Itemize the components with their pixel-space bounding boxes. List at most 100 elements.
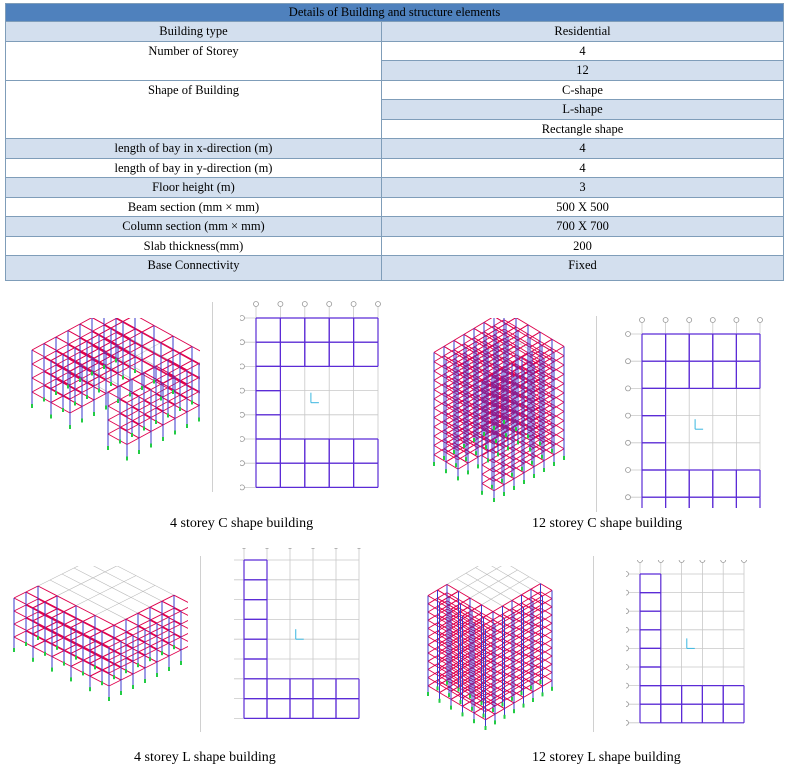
beam-3d: [82, 640, 96, 648]
beam-3d: [44, 621, 58, 629]
grid-bubble: [626, 719, 629, 726]
beam-3d: [162, 404, 176, 412]
beam-3d: [483, 611, 494, 618]
beam-3d: [462, 700, 473, 707]
beam-3d: [517, 370, 529, 378]
beam-3d: [125, 618, 146, 630]
beam-3d: [101, 669, 122, 681]
beam-3d: [70, 646, 84, 654]
table-row: Slab thickness(mm) 200: [5, 235, 785, 256]
beam-3d: [113, 663, 134, 675]
beam-3d: [89, 643, 103, 651]
grid-bubble: [240, 411, 245, 418]
table-row: length of bay in x-direction (m) 4: [5, 138, 785, 159]
beam-3d: [32, 614, 46, 622]
grid-bubble: [637, 560, 643, 563]
table-row: Beam section (mm × mm) 500 X 500: [5, 196, 785, 217]
beam-3d: [126, 409, 140, 417]
beam-3d: [81, 399, 95, 407]
beam-3d: [110, 341, 131, 353]
beam-3d: [74, 368, 88, 376]
beam-3d: [433, 364, 445, 372]
beam-3d: [174, 383, 188, 391]
beam-3d: [122, 335, 143, 347]
beam-3d: [89, 669, 103, 677]
beam-3d: [179, 374, 193, 382]
beam-3d: [517, 324, 529, 332]
beam-3d: [119, 413, 140, 425]
beam-3d: [513, 697, 524, 704]
beam-3d: [172, 349, 193, 361]
beam-3d: [167, 394, 181, 402]
beam-3d: [44, 601, 65, 612]
beam-3d: [503, 319, 517, 328]
beam-3d: [517, 333, 529, 341]
beam-3d: [551, 338, 565, 347]
beam-3d: [44, 627, 65, 638]
beam-3d: [515, 318, 529, 326]
beam-3d: [160, 370, 181, 382]
row-value: 12: [380, 60, 785, 81]
beam-3d: [117, 352, 131, 360]
row-value: 700 X 700: [380, 216, 785, 237]
beam-3d: [433, 411, 445, 418]
beam-3d: [44, 614, 65, 625]
beam-3d: [25, 611, 39, 619]
beam-3d: [37, 624, 58, 636]
beam-3d: [110, 321, 124, 329]
beam-3d: [50, 402, 71, 414]
caption: 12 storey L shape building: [532, 750, 681, 765]
beam-3d: [144, 648, 158, 656]
beam-3d: [463, 337, 475, 345]
beam-3d: [134, 356, 155, 368]
beam-3d: [521, 588, 532, 596]
beam-3d: [81, 385, 95, 393]
beam-3d: [155, 387, 169, 395]
beam-3d: [62, 353, 83, 365]
beam-3d: [186, 405, 200, 413]
beam-3d: [86, 340, 107, 352]
beam-3d: [94, 641, 115, 652]
beam-3d: [62, 395, 83, 407]
beam-3d: [82, 634, 103, 645]
beam-3d: [138, 417, 152, 425]
beam-3d: [56, 595, 77, 606]
beam-3d: [69, 392, 83, 400]
plan-4-storey-l: [234, 548, 362, 719]
beam-3d: [93, 379, 107, 387]
grid-bubble: [253, 301, 259, 307]
beam-3d: [137, 645, 151, 653]
beam-3d: [13, 630, 27, 638]
beam-3d: [98, 369, 112, 377]
beam-3d: [122, 363, 143, 375]
beam-3d: [433, 383, 445, 390]
beam-3d: [32, 607, 53, 618]
beam-3d: [32, 627, 46, 635]
beam-3d: [467, 456, 479, 464]
beam-3d: [122, 356, 136, 364]
roof-grid: [13, 566, 79, 599]
beam-3d: [483, 318, 493, 323]
beam-3d: [94, 615, 115, 626]
beam-3d: [25, 585, 39, 593]
building-details-table: Details of Building and structure elemen…: [4, 3, 785, 281]
beam-3d: [86, 334, 100, 342]
beam-3d: [79, 365, 100, 377]
beam-3d: [180, 619, 188, 625]
beam-3d: [553, 346, 565, 353]
beam-3d: [446, 592, 459, 600]
beam-3d: [533, 460, 545, 468]
beam-3d: [473, 707, 484, 714]
grid-bubble: [240, 339, 245, 346]
beam-3d: [51, 630, 72, 641]
beam-3d: [122, 318, 131, 322]
row-label: Building type: [5, 21, 382, 42]
beam-3d: [427, 638, 438, 646]
beam-3d: [155, 379, 176, 391]
grid-bubble: [626, 589, 629, 596]
beam-3d: [433, 392, 445, 400]
row-label: length of bay in y-direction (m): [5, 157, 382, 178]
beam-3d: [122, 328, 136, 336]
beam-3d: [141, 353, 155, 361]
beam-3d: [31, 349, 52, 361]
